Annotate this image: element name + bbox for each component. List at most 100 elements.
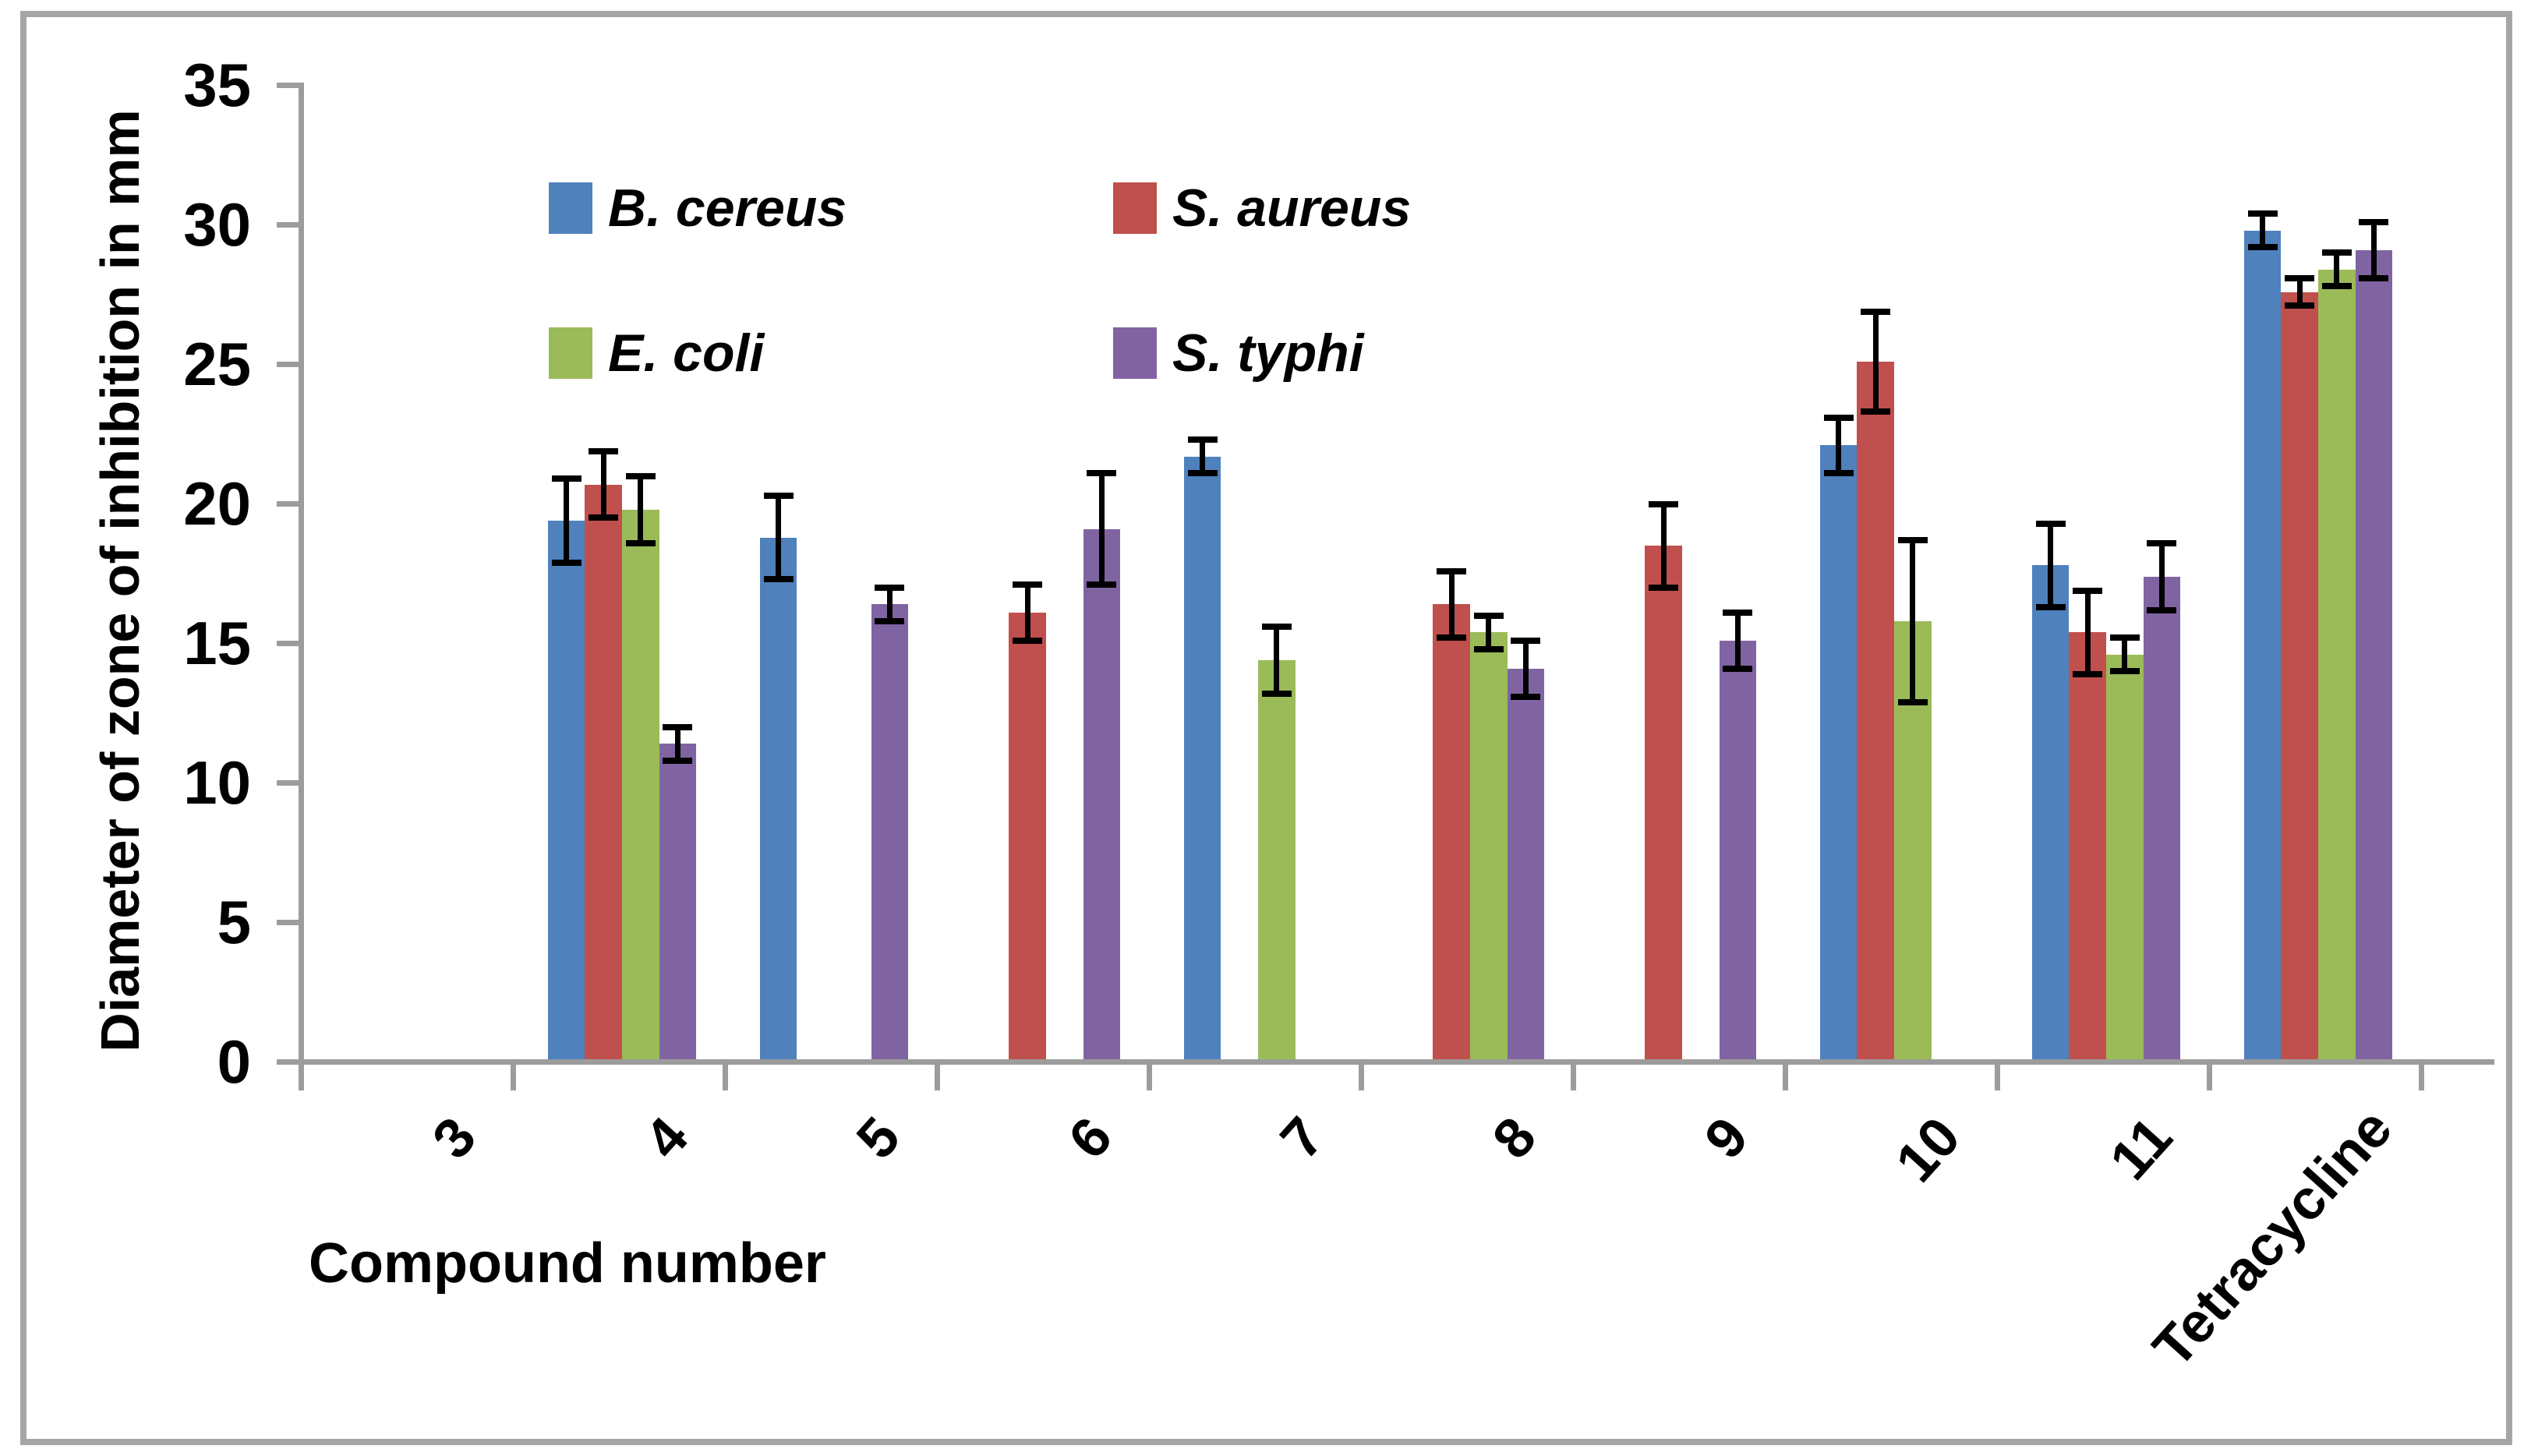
- x-axis-tick: [723, 1065, 728, 1090]
- y-tick-label: 35: [183, 51, 251, 119]
- error-bar-whisker: [2122, 638, 2128, 672]
- error-bar-cap-top: [2285, 274, 2315, 281]
- error-bar-cap-bottom: [589, 514, 619, 521]
- error-bar-whisker: [1872, 311, 1879, 412]
- error-bar-cap-bottom: [2321, 283, 2352, 290]
- x-axis-tick: [1147, 1065, 1152, 1090]
- error-bar-whisker: [1660, 504, 1667, 588]
- bar-b-cereus-11: [2031, 565, 2070, 1062]
- error-bar-cap-bottom: [663, 757, 693, 764]
- error-bar-cap-top: [1649, 500, 1679, 507]
- error-bar-cap-bottom: [2109, 668, 2140, 675]
- error-bar-whisker: [1734, 613, 1741, 669]
- y-axis-tick: [277, 501, 299, 507]
- error-bar-cap-bottom: [2035, 604, 2066, 611]
- bar-s-typhi-8: [1507, 668, 1545, 1062]
- y-axis-tick: [277, 362, 299, 367]
- y-axis-tick: [277, 83, 299, 88]
- legend-swatch-icon: [549, 182, 592, 234]
- error-bar-cap-top: [663, 723, 693, 730]
- y-tick-label: 0: [217, 1027, 251, 1096]
- bar-b-cereus-Tetracycline: [2243, 230, 2282, 1062]
- error-bar-whisker: [2370, 222, 2377, 278]
- error-bar-whisker: [1274, 627, 1280, 694]
- bar-e-coli-8: [1470, 632, 1508, 1062]
- error-bar-cap-top: [2109, 634, 2140, 641]
- bar-s-aureus-4: [585, 484, 622, 1062]
- error-bar-whisker: [2048, 523, 2054, 608]
- y-tick-label: 5: [217, 888, 251, 956]
- error-bar-cap-bottom: [1187, 470, 1218, 477]
- x-axis-tick: [511, 1065, 516, 1090]
- error-bar-cap-bottom: [1823, 470, 1854, 477]
- x-axis-tick: [935, 1065, 940, 1090]
- bar-s-typhi-5: [871, 604, 909, 1062]
- bar-e-coli-7: [1258, 660, 1296, 1062]
- legend-label: S. aureus: [1172, 178, 1412, 238]
- error-bar-cap-bottom: [2247, 244, 2278, 251]
- error-bar-cap-bottom: [1649, 584, 1679, 591]
- x-axis-tick: [2419, 1065, 2424, 1090]
- error-bar-cap-top: [1187, 436, 1218, 444]
- error-bar-cap-top: [1087, 470, 1117, 477]
- error-bar-cap-top: [625, 472, 656, 479]
- error-bar-cap-bottom: [1087, 581, 1117, 588]
- error-bar-cap-top: [2359, 219, 2389, 225]
- error-bar-cap-bottom: [1437, 634, 1467, 641]
- error-bar-cap-top: [1473, 612, 1504, 619]
- bar-s-aureus-8: [1433, 604, 1470, 1062]
- error-bar-whisker: [776, 495, 782, 580]
- legend-swatch-icon: [1113, 327, 1157, 379]
- legend-label: S. typhi: [1172, 323, 1364, 383]
- bar-b-cereus-5: [759, 537, 797, 1062]
- error-bar-whisker: [1200, 440, 1206, 474]
- error-bar-whisker: [600, 451, 606, 518]
- error-bar-cap-top: [2035, 520, 2066, 527]
- y-axis-tick: [277, 641, 299, 646]
- error-bar-cap-bottom: [1897, 698, 1928, 705]
- y-tick-label: 30: [183, 190, 251, 259]
- y-axis-tick: [277, 780, 299, 786]
- error-bar-cap-bottom: [2359, 274, 2389, 281]
- x-axis-tick: [1995, 1065, 2000, 1090]
- legend-label: B. cereus: [608, 178, 847, 238]
- bar-b-cereus-10: [1819, 445, 1858, 1062]
- x-axis-title: Compound number: [309, 1232, 826, 1295]
- error-bar-whisker: [2334, 253, 2340, 287]
- error-bar-cap-top: [875, 584, 905, 591]
- y-tick-label: 20: [183, 469, 251, 538]
- error-bar-cap-top: [1861, 308, 1891, 315]
- error-bar-cap-bottom: [551, 559, 581, 566]
- x-axis-tick: [1359, 1065, 1364, 1090]
- error-bar-whisker: [1448, 571, 1455, 638]
- bar-s-typhi-11: [2143, 576, 2181, 1062]
- error-bar-cap-bottom: [763, 576, 794, 583]
- error-bar-cap-top: [2147, 539, 2177, 546]
- error-bar-whisker: [1486, 615, 1492, 649]
- bar-e-coli-Tetracycline: [2318, 269, 2356, 1062]
- error-bar-cap-top: [1013, 581, 1043, 588]
- error-bar-whisker: [674, 726, 680, 761]
- y-axis-tick: [277, 222, 299, 228]
- x-axis-line: [299, 1059, 2494, 1065]
- bar-s-typhi-4: [659, 744, 697, 1062]
- y-tick-label: 10: [183, 748, 251, 817]
- error-bar-cap-top: [1897, 537, 1928, 544]
- legend-swatch-icon: [549, 327, 592, 379]
- bar-b-cereus-4: [547, 521, 585, 1062]
- bar-s-typhi-Tetracycline: [2355, 249, 2393, 1062]
- error-bar-cap-bottom: [1861, 408, 1891, 415]
- error-bar-cap-bottom: [875, 617, 905, 624]
- error-bar-cap-top: [1437, 567, 1467, 574]
- error-bar-cap-top: [1511, 638, 1541, 644]
- x-axis-tick: [1783, 1065, 1788, 1090]
- error-bar-cap-bottom: [2285, 302, 2315, 309]
- error-bar-cap-bottom: [1261, 691, 1292, 698]
- error-bar-whisker: [886, 587, 893, 621]
- figure-border: [20, 11, 2512, 1445]
- error-bar-whisker: [1522, 641, 1529, 697]
- error-bar-cap-top: [2073, 587, 2103, 594]
- error-bar-whisker: [1024, 585, 1030, 641]
- y-tick-label: 25: [183, 330, 251, 398]
